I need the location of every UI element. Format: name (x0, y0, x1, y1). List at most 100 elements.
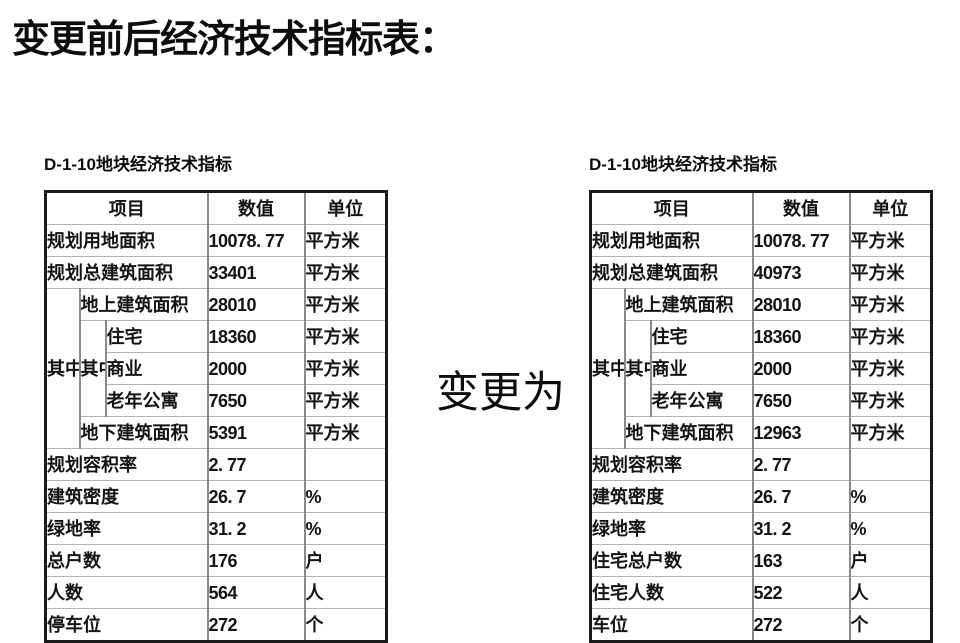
among-which-cell: 其中 (44, 288, 80, 449)
label-cell: 车位 (589, 608, 753, 642)
unit-cell: 平方米 (303, 288, 387, 321)
value-cell: 2000 (751, 352, 850, 385)
table-row: 其中 住宅 18360 平方米 (591, 320, 932, 417)
unit-cell (848, 448, 932, 481)
table-row: 住宅总户数 163 户 (589, 544, 932, 577)
label-cell: 地下建筑面积 (623, 416, 753, 449)
table-header-row: 项目 数值 单位 (589, 191, 932, 225)
label-cell: 规划用地面积 (589, 224, 753, 257)
unit-cell: 平方米 (303, 384, 387, 417)
table-row: 地下建筑面积 12963 平方米 (591, 416, 932, 449)
after-table-title: D-1-10地块经济技术指标 (589, 155, 777, 174)
table-row: 人数 564 人 (44, 576, 387, 609)
table-row: 住宅人数 522 人 (589, 576, 932, 609)
label-cell: 建筑密度 (44, 480, 208, 513)
unit-cell: 平方米 (303, 320, 387, 353)
unit-cell: 平方米 (848, 288, 932, 321)
value-cell: 28010 (206, 288, 305, 321)
table-row: 其中 地上建筑面积 28010 平方米 (44, 288, 387, 449)
table-row: 总户数 176 户 (44, 544, 387, 577)
among-which-cell: 其中 (589, 288, 625, 449)
column-header-item: 项目 (589, 191, 753, 225)
label-cell: 规划用地面积 (44, 224, 208, 257)
unit-cell: 平方米 (848, 256, 932, 289)
table-row: 规划总建筑面积 40973 平方米 (589, 256, 932, 289)
unit-cell: 个 (303, 608, 387, 642)
label-cell: 绿地率 (44, 512, 208, 545)
table-row: 其中 地上建筑面积 28010 平方米 (589, 288, 932, 449)
value-cell: 564 (206, 576, 305, 609)
column-header-unit: 单位 (303, 191, 387, 225)
label-cell: 地下建筑面积 (78, 416, 208, 449)
table-row: 建筑密度 26. 7 % (589, 480, 932, 513)
table-row: 建筑密度 26. 7 % (44, 480, 387, 513)
label-cell: 住宅总户数 (589, 544, 753, 577)
label-cell: 住宅 (104, 320, 208, 353)
value-cell: 31. 2 (751, 512, 850, 545)
label-cell: 规划总建筑面积 (589, 256, 753, 289)
label-cell: 总户数 (44, 544, 208, 577)
unit-cell: 人 (848, 576, 932, 609)
table-row: 商业 2000 平方米 (46, 352, 387, 385)
value-cell: 31. 2 (206, 512, 305, 545)
table-row: 老年公寓 7650 平方米 (46, 384, 387, 417)
unit-cell: 户 (848, 544, 932, 577)
value-cell: 18360 (751, 320, 850, 353)
label-cell: 商业 (104, 352, 208, 385)
among-which-inner-cell: 其中 (78, 320, 106, 417)
value-cell: 18360 (206, 320, 305, 353)
unit-cell: % (303, 480, 387, 513)
value-cell: 7650 (751, 384, 850, 417)
after-table-section: D-1-10地块经济技术指标 项目 数值 单位 规划用地面积 10078. 77… (589, 150, 934, 643)
column-header-value: 数值 (206, 191, 305, 225)
unit-cell: 平方米 (848, 224, 932, 257)
table-header-row: 项目 数值 单位 (44, 191, 387, 225)
table-row: 绿地率 31. 2 % (589, 512, 932, 545)
value-cell: 7650 (206, 384, 305, 417)
table-row: 规划用地面积 10078. 77 平方米 (589, 224, 932, 257)
label-cell: 商业 (649, 352, 753, 385)
unit-cell (303, 448, 387, 481)
value-cell: 2. 77 (206, 448, 305, 481)
unit-cell: 人 (303, 576, 387, 609)
value-cell: 2000 (206, 352, 305, 385)
table-row: 规划容积率 2. 77 (589, 448, 932, 481)
value-cell: 10078. 77 (751, 224, 850, 257)
change-to-label: 变更为 (436, 369, 565, 417)
unit-cell: 平方米 (848, 416, 932, 449)
value-cell: 26. 7 (206, 480, 305, 513)
unit-cell: 平方米 (848, 320, 932, 353)
label-cell: 规划容积率 (44, 448, 208, 481)
value-cell: 26. 7 (751, 480, 850, 513)
unit-cell: 平方米 (848, 384, 932, 417)
unit-cell: 平方米 (848, 352, 932, 385)
table-row: 老年公寓 7650 平方米 (591, 384, 932, 417)
label-cell: 停车位 (44, 608, 208, 642)
after-indicator-table: 项目 数值 单位 规划用地面积 10078. 77 平方米 规划总建筑面积 40… (589, 190, 934, 643)
label-cell: 人数 (44, 576, 208, 609)
label-cell: 住宅人数 (589, 576, 753, 609)
unit-cell: 平方米 (303, 256, 387, 289)
value-cell: 272 (206, 608, 305, 642)
table-row: 商业 2000 平方米 (591, 352, 932, 385)
label-cell: 老年公寓 (649, 384, 753, 417)
value-cell: 5391 (206, 416, 305, 449)
label-cell: 地上建筑面积 (623, 288, 753, 321)
label-cell: 绿地率 (589, 512, 753, 545)
value-cell: 522 (751, 576, 850, 609)
unit-cell: % (303, 512, 387, 545)
before-indicator-table: 项目 数值 单位 规划用地面积 10078. 77 平方米 规划总建筑面积 33… (44, 190, 389, 643)
value-cell: 272 (751, 608, 850, 642)
unit-cell: 个 (848, 608, 932, 642)
unit-cell: % (848, 480, 932, 513)
table-row: 绿地率 31. 2 % (44, 512, 387, 545)
unit-cell: 户 (303, 544, 387, 577)
unit-cell: % (848, 512, 932, 545)
value-cell: 10078. 77 (206, 224, 305, 257)
label-cell: 规划总建筑面积 (44, 256, 208, 289)
table-row: 规划总建筑面积 33401 平方米 (44, 256, 387, 289)
table-row: 规划容积率 2. 77 (44, 448, 387, 481)
value-cell: 40973 (751, 256, 850, 289)
column-header-item: 项目 (44, 191, 208, 225)
before-table-title: D-1-10地块经济技术指标 (44, 155, 232, 174)
